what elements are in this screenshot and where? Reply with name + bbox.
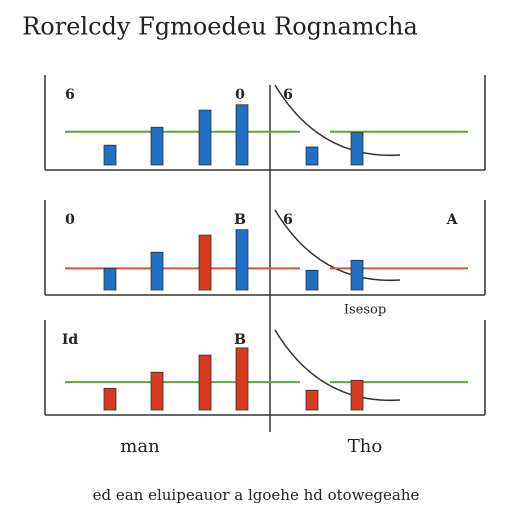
- bottom-label: Tho: [348, 436, 382, 457]
- bar: [150, 251, 164, 291]
- bar: [103, 387, 117, 411]
- panel-label: 0: [235, 87, 245, 103]
- bar: [235, 104, 249, 166]
- bottom-label: man: [120, 436, 160, 457]
- bar: [305, 146, 319, 166]
- curve: [274, 329, 401, 402]
- panel-label: B: [234, 212, 246, 228]
- panel-label: Id: [62, 332, 79, 348]
- bar: [305, 269, 319, 291]
- bar: [305, 389, 319, 411]
- bar: [150, 126, 164, 166]
- panel-note: Isesop: [344, 303, 386, 318]
- bar: [235, 347, 249, 411]
- panel-label: 6: [65, 87, 75, 103]
- bar: [150, 371, 164, 411]
- bar: [103, 144, 117, 166]
- bar: [198, 234, 212, 291]
- bar: [198, 354, 212, 411]
- panel-label: B: [234, 332, 246, 348]
- curve: [274, 209, 401, 282]
- bar: [350, 132, 364, 166]
- panel-label: 6: [283, 87, 293, 103]
- panel-label: 6: [283, 212, 293, 228]
- bar: [350, 259, 364, 291]
- bar: [350, 379, 364, 411]
- footer: ed ean eluipeauor a lgoehe hd otowegeahe: [93, 486, 420, 504]
- bar: [235, 229, 249, 291]
- chart-title: Rorelcdy Fgmoedeu Rognamcha: [22, 13, 418, 41]
- curve: [274, 84, 401, 157]
- panel-label: A: [446, 212, 459, 228]
- panel-label: 0: [65, 212, 75, 228]
- bar: [198, 109, 212, 166]
- bar: [103, 267, 117, 291]
